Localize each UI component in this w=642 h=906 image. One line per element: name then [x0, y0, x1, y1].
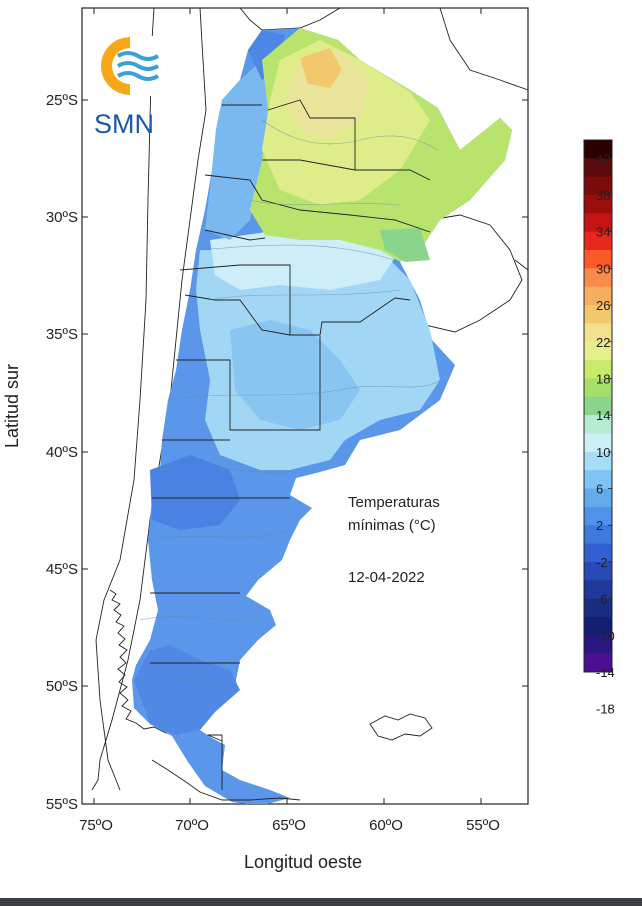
axis-ticks [82, 8, 528, 804]
legend-label: -10 [596, 628, 615, 643]
legend-swatch [584, 580, 612, 599]
smn-logo: SMN [94, 36, 162, 139]
legend-label: 22 [596, 335, 610, 350]
legend-swatch [584, 415, 612, 434]
legend-label: 6 [596, 482, 603, 497]
legend-label: 42 [596, 151, 610, 166]
malvinas-islands [369, 713, 433, 741]
legend-swatch [584, 195, 612, 214]
tierra-del-fuego-outline [151, 759, 301, 801]
legend-frame [583, 139, 613, 673]
y-tick-label: 25ºS [46, 92, 78, 109]
y-tick-label: 50ºS [46, 678, 78, 695]
band-mid-medium [230, 320, 360, 430]
legend-swatch [584, 488, 612, 508]
y-tick-label: 45ºS [46, 561, 78, 578]
y-tick-label: 40ºS [46, 444, 78, 461]
legend-swatch [584, 341, 612, 361]
smn-logo-icon [101, 36, 162, 96]
map-title-line1: Temperaturas [348, 494, 440, 511]
legend-swatch [584, 305, 612, 324]
x-tick-label: 65ºO [272, 817, 306, 834]
legend-swatch [584, 543, 612, 563]
legend-swatch [584, 616, 612, 636]
legend-swatch [584, 323, 612, 343]
legend-swatch [584, 598, 612, 618]
x-axis-title: Longitud oeste [244, 852, 362, 872]
legend-label: -6 [596, 592, 608, 607]
legend-swatch [584, 635, 612, 654]
legend-label: 18 [596, 371, 610, 386]
legend-swatch [584, 286, 612, 306]
legend-swatch [584, 140, 612, 159]
legend-label: -2 [596, 555, 608, 570]
x-tick-label: 55ºO [466, 817, 500, 834]
band-cold-south [134, 645, 240, 735]
x-tick-label: 70ºO [175, 817, 209, 834]
legend-swatch [584, 158, 612, 177]
legend-swatch [584, 433, 612, 453]
legend-swatch [584, 231, 612, 251]
legend-swatch [584, 268, 612, 288]
legend-label: 26 [596, 298, 610, 313]
legend-label: 38 [596, 188, 610, 203]
map-area: Temperaturas mínimas (°C) 12-04-2022 SMN [91, 8, 528, 804]
legend-swatch [584, 470, 612, 489]
legend-label: 2 [596, 518, 603, 533]
y-axis-title: Latitud sur [2, 364, 22, 448]
legend-swatch [584, 213, 612, 233]
bottom-bar [0, 898, 642, 906]
chile-fjord-coast [109, 589, 223, 742]
legend-swatch [584, 360, 612, 379]
legend-swatch [584, 525, 612, 544]
legend-swatch [584, 506, 612, 526]
legend-swatch [584, 653, 612, 673]
y-tick-label: 30ºS [46, 209, 78, 226]
province-borders [150, 99, 431, 790]
legend-swatch [584, 451, 612, 471]
map-date: 12-04-2022 [348, 569, 425, 586]
legend-swatch [584, 250, 612, 269]
band-light-green [380, 228, 430, 262]
x-tick-label: 75ºO [79, 817, 113, 834]
legend-swatch [584, 378, 612, 398]
y-tick-label: 55ºS [46, 796, 78, 813]
contour-lines [133, 119, 441, 691]
x-tick-label: 60ºO [369, 817, 403, 834]
band-cold-west [150, 455, 240, 530]
y-tick-label: 35ºS [46, 326, 78, 343]
legend-label: -14 [596, 665, 615, 680]
legend-swatch [584, 396, 612, 416]
map-title-line2: mínimas (°C) [348, 517, 436, 534]
color-legend: 42 38 34 30 26 22 18 14 10 6 2 -2 -6 -10 -14 -18 [583, 139, 615, 717]
legend-label: 30 [596, 261, 610, 276]
legend-label: 10 [596, 445, 610, 460]
band-orange-spot [300, 48, 342, 88]
legend-label: 34 [596, 225, 610, 240]
smn-logo-text: SMN [94, 109, 154, 139]
band-pale-cyan [210, 230, 400, 290]
legend-label: 14 [596, 408, 610, 423]
legend-swatch [584, 176, 612, 196]
legend-swatch [584, 561, 612, 581]
legend-label: -18 [596, 702, 615, 717]
